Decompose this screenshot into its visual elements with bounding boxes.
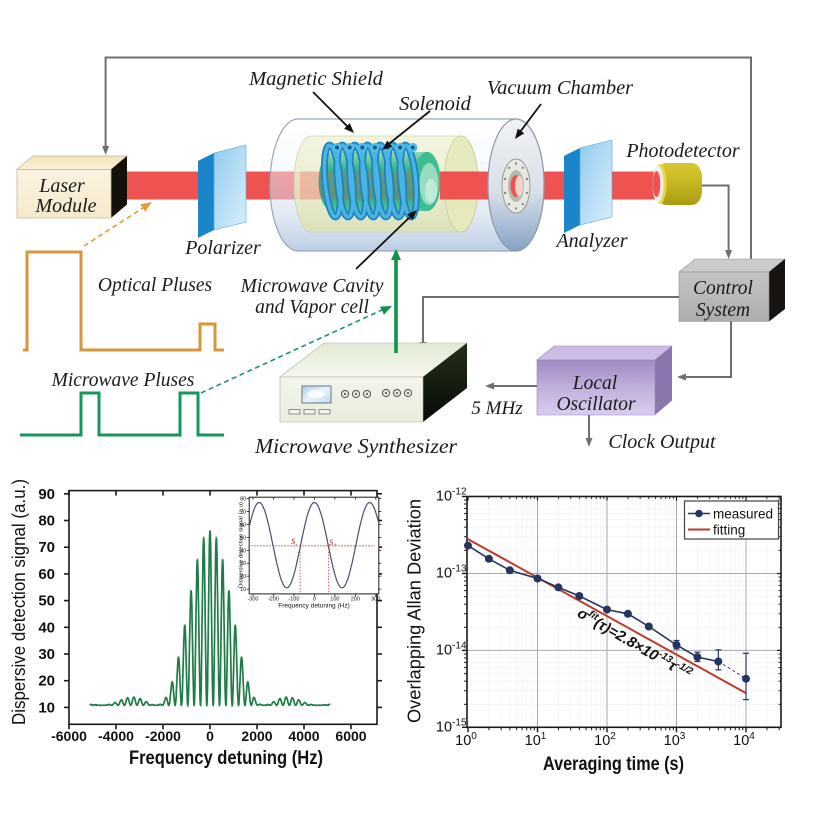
svg-text:103: 103 <box>664 731 686 749</box>
svg-text:Frequency detuning (Hz): Frequency detuning (Hz) <box>278 603 350 610</box>
svg-text:-2000: -2000 <box>145 728 181 744</box>
svg-text:60: 60 <box>240 522 246 528</box>
svg-text:60: 60 <box>38 566 55 583</box>
svg-text:80: 80 <box>38 513 55 530</box>
svg-text:50: 50 <box>38 593 55 610</box>
svg-text:Vacuum Chamber: Vacuum Chamber <box>487 77 634 99</box>
svg-text:Local: Local <box>572 373 617 394</box>
svg-text:101: 101 <box>525 731 547 749</box>
svg-text:40: 40 <box>240 548 246 554</box>
svg-text:20: 20 <box>240 574 246 580</box>
svg-text:and Vapor cell: and Vapor cell <box>255 297 369 318</box>
svg-text:-200: -200 <box>268 597 279 603</box>
svg-text:90: 90 <box>38 486 55 503</box>
svg-text:70: 70 <box>240 510 246 516</box>
svg-text:30: 30 <box>240 561 246 567</box>
svg-text:Control: Control <box>693 278 753 299</box>
svg-text:Module: Module <box>34 195 96 217</box>
svg-text:Microwave Cavity: Microwave Cavity <box>240 276 384 297</box>
svg-text:300: 300 <box>371 597 380 603</box>
svg-text:80: 80 <box>240 497 246 503</box>
svg-text:4000: 4000 <box>288 728 319 744</box>
svg-text:Clock Output: Clock Output <box>608 431 716 453</box>
svg-text:70: 70 <box>38 539 55 556</box>
svg-text:200: 200 <box>351 597 360 603</box>
svg-text:Dispersive detection signal (a: Dispersive detection signal (a.u.) <box>8 479 29 725</box>
svg-text:Frequency detuning (Hz): Frequency detuning (Hz) <box>129 748 323 769</box>
svg-text:S+: S+ <box>329 537 337 549</box>
svg-text:10-12: 10-12 <box>436 487 467 505</box>
svg-text:0: 0 <box>206 728 214 744</box>
svg-text:10: 10 <box>38 699 55 716</box>
svg-text:104: 104 <box>733 731 755 749</box>
svg-text:0: 0 <box>313 597 316 603</box>
svg-text:-4000: -4000 <box>98 728 134 744</box>
svg-text:50: 50 <box>240 535 246 541</box>
svg-text:-300: -300 <box>247 597 258 603</box>
svg-text:Magnetic Shield: Magnetic Shield <box>248 68 384 90</box>
svg-text:System: System <box>696 300 750 321</box>
svg-text:100: 100 <box>455 731 477 749</box>
svg-text:Laser: Laser <box>38 175 85 197</box>
svg-text:-6000: -6000 <box>51 728 87 744</box>
svg-text:20: 20 <box>38 673 55 690</box>
svg-text:100: 100 <box>330 597 339 603</box>
svg-text:Averaging time (s): Averaging time (s) <box>543 754 684 775</box>
svg-text:10: 10 <box>240 587 246 593</box>
svg-text:Microwave Synthesizer: Microwave Synthesizer <box>254 434 458 458</box>
svg-text:measured: measured <box>713 507 773 522</box>
svg-text:5 MHz: 5 MHz <box>471 398 523 419</box>
svg-text:Microwave Pluses: Microwave Pluses <box>51 370 195 391</box>
svg-text:Polarizer: Polarizer <box>184 237 261 259</box>
svg-text:Oscillator: Oscillator <box>556 394 635 415</box>
svg-text:10-13: 10-13 <box>436 564 467 582</box>
svg-text:40: 40 <box>38 619 55 636</box>
svg-text:10-14: 10-14 <box>436 641 467 659</box>
svg-text:Dispersive detection signal (a: Dispersive detection signal (a.u) <box>239 502 245 588</box>
svg-text:102: 102 <box>594 731 616 749</box>
svg-text:Analyzer: Analyzer <box>554 230 627 252</box>
svg-text:-100: -100 <box>288 597 299 603</box>
svg-text:fitting: fitting <box>713 523 745 538</box>
svg-text:6000: 6000 <box>335 728 366 744</box>
svg-text:S-: S- <box>291 536 297 548</box>
svg-text:30: 30 <box>38 646 55 663</box>
svg-text:2000: 2000 <box>241 728 272 744</box>
svg-text:Photodetector: Photodetector <box>625 140 740 162</box>
svg-text:Solenoid: Solenoid <box>399 93 471 115</box>
svg-text:Optical Pluses: Optical Pluses <box>98 275 212 296</box>
svg-text:Overlapping Allan Deviation: Overlapping Allan Deviation <box>404 499 425 723</box>
